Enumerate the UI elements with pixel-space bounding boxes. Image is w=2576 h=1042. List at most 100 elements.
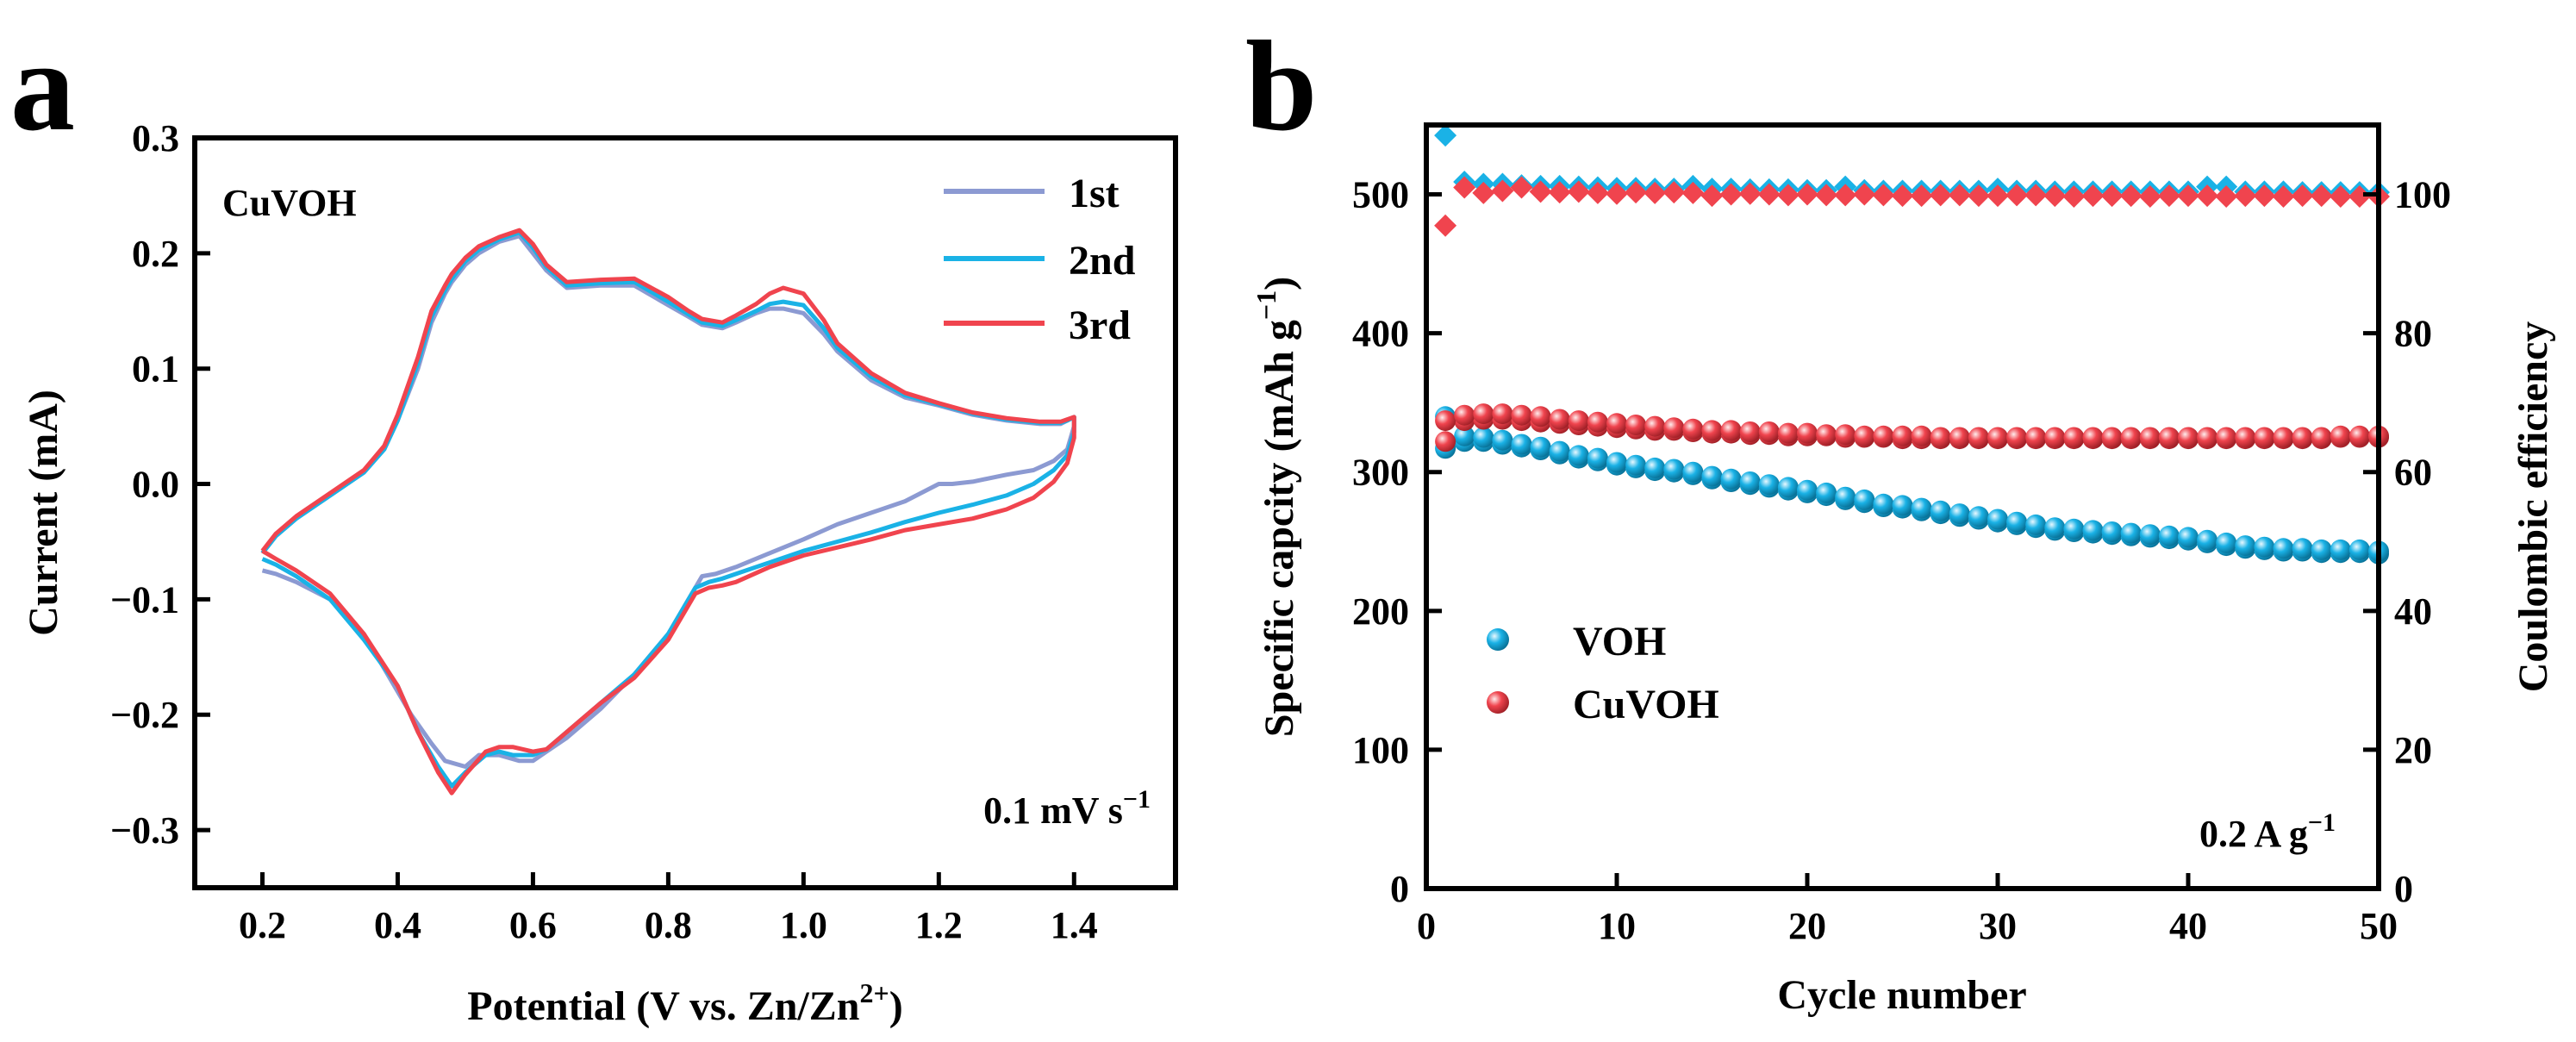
y-tick-label: 300 (1352, 452, 1409, 494)
x-tick-label: 1.0 (780, 904, 827, 946)
ce-point-cuvoh-ce (1757, 183, 1781, 206)
ce-point-cuvoh-ce (1681, 181, 1705, 204)
ce-point-cuvoh-ce (1910, 184, 1933, 208)
ce-point-cuvoh-ce (1662, 181, 1686, 204)
x-tick-label: 1.4 (1051, 904, 1098, 946)
ce-point-cuvoh-ce (1853, 183, 1876, 206)
capacity-point-voh (2273, 538, 2294, 559)
y-tick-label: 100 (1352, 729, 1409, 771)
capacity-point-cuvoh (1549, 409, 1570, 430)
capacity-point-cuvoh (1739, 421, 1761, 442)
capacity-point-cuvoh (1625, 415, 1647, 435)
ce-point-cuvoh-ce (1586, 181, 1609, 204)
y-tick-label: 200 (1352, 590, 1409, 633)
capacity-point-cuvoh (2235, 427, 2256, 448)
capacity-point-voh (1720, 468, 1742, 490)
capacity-point-cuvoh (1701, 420, 1723, 441)
current-density-label: 0.2 A g−1 (2199, 808, 2336, 855)
ce-point-cuvoh-ce (2234, 184, 2257, 208)
capacity-point-voh (1454, 425, 1475, 446)
ce-point-cuvoh-ce (2177, 184, 2199, 208)
capacity-point-cuvoh (1816, 424, 1837, 446)
ce-point-cuvoh-ce (2081, 184, 2105, 208)
panel-b-ticks (1424, 192, 2381, 891)
capacity-point-voh (2044, 517, 2066, 539)
panel-letter-b: b (1245, 15, 1317, 158)
capacity-point-voh (2235, 535, 2256, 557)
ce-point-cuvoh-ce (1510, 176, 1533, 199)
ce-point-cuvoh-ce (1929, 184, 1952, 207)
capacity-point-cuvoh (1873, 425, 1894, 446)
panel-b-frame (1424, 122, 2381, 891)
capacity-point-voh (1739, 471, 1761, 492)
capacity-point-voh (1873, 493, 1894, 515)
capacity-point-voh (1606, 452, 1627, 473)
ce-point-cuvoh-ce (2062, 184, 2086, 208)
y2-tick-label: 40 (2394, 590, 2432, 633)
scan-rate-label: 0.1 mV s−1 (983, 785, 1151, 832)
ce-point-voh-ce (1434, 124, 1457, 147)
capacity-point-voh (1892, 495, 1913, 516)
capacity-point-voh (1911, 497, 1932, 519)
capacity-point-cuvoh (2158, 427, 2180, 448)
capacity-point-cuvoh (1587, 411, 1608, 433)
capacity-point-voh (2158, 525, 2180, 546)
capacity-point-voh (2006, 511, 2028, 533)
capacity-point-voh (1663, 459, 1685, 480)
capacity-point-cuvoh (2292, 427, 2313, 448)
capacity-point-voh (2292, 538, 2313, 559)
panel-a-y-tick-labels: 0.3 0.2 0.1 0.0 −0.1 −0.2 −0.3 (110, 117, 179, 852)
ce-point-cuvoh-ce (2291, 184, 2314, 208)
ce-point-cuvoh-ce (1453, 176, 1476, 199)
x-tick-label: 30 (1979, 905, 2017, 947)
panel-a: a 0.2 0.4 0.6 0.8 1.0 1.2 1.4 0.3 0.2 0.1 0.0 −0.1… (10, 15, 1178, 1029)
capacity-point-cuvoh (2120, 427, 2142, 448)
capacity-point-cuvoh (1987, 427, 2008, 448)
panel-b-y-axis-title: Specific capcity (mAh g−1) (1251, 277, 1302, 737)
capacity-point-cuvoh (1568, 410, 1589, 432)
capacity-point-cuvoh (2330, 425, 2351, 446)
capacity-point-voh (1949, 503, 1970, 525)
ce-point-cuvoh-ce (2329, 184, 2352, 208)
legend-label-3rd: 3rd (1069, 303, 1131, 348)
capacity-point-voh (1549, 440, 1570, 462)
capacity-point-cuvoh (2216, 427, 2237, 448)
capacity-point-voh (1511, 434, 1532, 455)
capacity-point-voh (1530, 436, 1551, 458)
legend-label-1st: 1st (1069, 171, 1120, 216)
ce-point-cuvoh-ce (1738, 182, 1762, 205)
capacity-point-cuvoh (2025, 427, 2047, 448)
capacity-point-voh (2311, 539, 2332, 560)
capacity-point-voh (1835, 486, 1856, 508)
y-tick-label: 400 (1352, 313, 1409, 355)
ce-point-cuvoh-ce (1548, 181, 1571, 204)
panel-a-x-tick-labels: 0.2 0.4 0.6 0.8 1.0 1.2 1.4 (239, 904, 1098, 946)
capacity-point-voh (1682, 461, 1704, 483)
panel-b-y2-tick-labels: 0 20 40 60 80 100 (2394, 174, 2451, 910)
capacity-point-voh (2254, 536, 2275, 558)
capacity-point-cuvoh (1530, 406, 1551, 427)
capacity-point-cuvoh (1720, 420, 1742, 441)
capacity-point-cuvoh (1758, 421, 1780, 442)
y2-tick-label: 80 (2394, 313, 2432, 355)
panel-b-x-tick-labels: 0 10 20 30 40 50 (1417, 905, 2398, 947)
ce-point-cuvoh-ce (2310, 184, 2333, 208)
capacity-point-voh (1816, 482, 1837, 503)
capacity-point-cuvoh (1663, 417, 1685, 439)
capacity-point-voh (1644, 457, 1666, 478)
cv-curves (260, 228, 1076, 796)
capacity-point-voh (2101, 521, 2123, 542)
ce-point-cuvoh-ce (1567, 180, 1590, 203)
panel-letter-a: a (10, 15, 75, 158)
x-tick-label: 0.6 (509, 904, 557, 946)
ce-point-cuvoh-ce (2119, 184, 2143, 208)
capacity-point-cuvoh (2178, 427, 2199, 448)
sample-label: CuVOH (222, 182, 357, 224)
capacity-point-cuvoh (1911, 425, 1932, 446)
capacity-point-cuvoh (1454, 404, 1475, 426)
ce-point-cuvoh-ce (1434, 214, 1457, 237)
capacity-point-cuvoh (1930, 427, 1951, 448)
capacity-point-voh (1987, 509, 2008, 530)
capacity-point-voh (2082, 520, 2104, 541)
